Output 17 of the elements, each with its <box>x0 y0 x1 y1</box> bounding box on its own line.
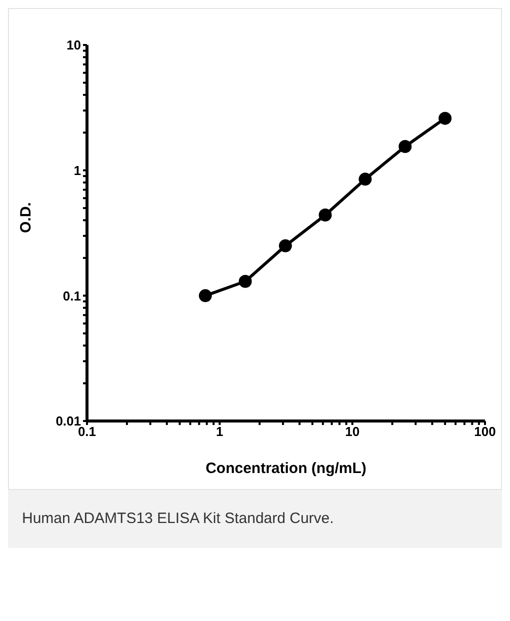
point <box>398 140 412 153</box>
text: Human ADAMTS13 ELISA Kit Standard Curve. <box>22 509 335 529</box>
y-tick-label: 0.1 <box>62 288 81 304</box>
y-tick-label: 10 <box>66 38 81 53</box>
y-tick-label: 1 <box>74 162 81 178</box>
point <box>438 112 452 125</box>
x-tick-label: 0.1 <box>78 424 96 440</box>
x-tick-label: 100 <box>474 424 496 440</box>
x-tick-label: 1 <box>216 424 224 440</box>
point <box>318 208 332 222</box>
x-axis-title: Concentration (ng/mL) <box>206 460 366 477</box>
x-tick-label: 10 <box>345 424 360 440</box>
y-axis-title: O.D. <box>17 202 34 233</box>
point <box>278 239 292 252</box>
point <box>358 172 372 186</box>
point <box>198 289 212 302</box>
point <box>238 274 252 288</box>
